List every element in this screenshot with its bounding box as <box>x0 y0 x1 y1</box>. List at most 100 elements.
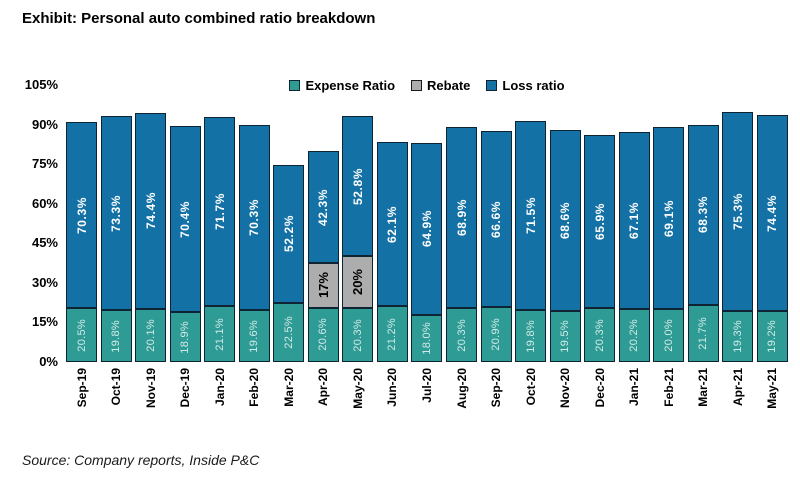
bar-nov-19: 74.4% 20.1% <box>135 85 167 362</box>
legend-item-expense-ratio: Expense Ratio <box>289 78 395 93</box>
bar-aug-20: 68.9% 20.3% <box>446 85 478 362</box>
loss-value-label: 62.1% <box>385 205 400 243</box>
expense-segment-jul-20: 18.0% <box>411 314 443 362</box>
x-tick-dec-20: Dec-20 <box>592 368 607 408</box>
bar-jun-20: 62.1% 21.2% <box>376 85 408 362</box>
loss-segment-aug-20: 68.9% <box>446 126 478 309</box>
legend-label-expense-ratio: Expense Ratio <box>305 77 396 93</box>
expense-value-label: 20.0% <box>662 319 675 352</box>
expense-segment-mar-21: 21.7% <box>687 304 719 362</box>
loss-value-label: 70.3% <box>247 199 262 237</box>
loss-value-label: 52.2% <box>281 215 296 253</box>
loss-value-label: 69.1% <box>661 199 676 237</box>
x-label-slot: Feb-21 <box>653 368 684 444</box>
loss-segment-apr-21: 75.3% <box>722 112 754 312</box>
legend-item-loss-ratio: Loss ratio <box>486 78 565 93</box>
loss-value-label: 68.3% <box>696 196 711 234</box>
loss-value-label: 73.3% <box>109 194 124 232</box>
bar-dec-19: 70.4% 18.9% <box>169 85 201 362</box>
loss-segment-sep-19: 70.3% <box>66 122 97 308</box>
expense-value-label: 20.1% <box>144 319 157 352</box>
y-tick-60: 60% <box>31 195 58 211</box>
bar-oct-19: 73.3% 19.8% <box>100 85 132 362</box>
x-tick-sep-20: Sep-20 <box>489 368 504 408</box>
expense-segment-aug-20: 20.3% <box>446 308 478 362</box>
bar-apr-20: 42.3% 17% 20.6% <box>307 85 339 362</box>
bar-dec-20: 65.9% 20.3% <box>584 85 616 362</box>
x-label-slot: May-20 <box>342 368 373 444</box>
chart-title: Exhibit: Personal auto combined ratio br… <box>22 10 376 27</box>
expense-value-label: 20.3% <box>455 318 468 352</box>
bar-jul-20: 64.9% 18.0% <box>411 85 443 362</box>
legend-label-rebate: Rebate <box>427 77 471 93</box>
x-label-slot: Aug-20 <box>446 368 477 444</box>
loss-segment-dec-20: 65.9% <box>584 134 616 309</box>
bar-may-21: 74.4% 19.2% <box>756 85 788 362</box>
loss-ratio-swatch <box>486 79 498 91</box>
plot-area: 70.3% 20.5% 73.3% 19.8% 74.4% 20.1% 70.4% 18.9%… <box>66 85 788 362</box>
expense-value-label: 18.0% <box>420 321 433 355</box>
loss-value-label: 70.3% <box>74 196 89 234</box>
x-tick-oct-20: Oct-20 <box>523 368 538 406</box>
loss-value-label: 42.3% <box>316 188 331 226</box>
loss-value-label: 74.4% <box>143 192 158 230</box>
loss-segment-sep-20: 66.6% <box>480 131 512 307</box>
x-label-slot: Oct-20 <box>515 368 546 444</box>
expense-segment-dec-19: 18.9% <box>169 312 201 362</box>
x-tick-sep-19: Sep-19 <box>74 368 89 408</box>
y-axis-labels: 105% 90% 75% 60% 45% 30% 15% 0% <box>0 77 58 369</box>
loss-segment-feb-20: 70.3% <box>238 124 270 311</box>
x-label-slot: Jul-20 <box>411 368 442 444</box>
loss-value-label: 68.6% <box>558 201 573 239</box>
expense-value-label: 19.5% <box>559 319 572 353</box>
loss-segment-jan-21: 67.1% <box>618 131 650 309</box>
expense-value-label: 19.3% <box>731 320 744 353</box>
x-label-slot: Dec-19 <box>170 368 201 444</box>
loss-value-label: 66.6% <box>489 200 504 238</box>
x-tick-may-21: May-21 <box>765 368 780 409</box>
bar-oct-20: 71.5% 19.8% <box>515 85 547 362</box>
x-label-slot: Sep-20 <box>481 368 512 444</box>
expense-ratio-swatch <box>289 79 301 91</box>
x-tick-mar-20: Mar-20 <box>281 368 296 407</box>
x-tick-jul-20: Jul-20 <box>419 368 434 403</box>
rebate-value-label: 20% <box>350 269 366 296</box>
loss-segment-oct-19: 73.3% <box>100 116 132 310</box>
loss-value-label: 74.4% <box>765 194 780 232</box>
x-label-slot: Mar-21 <box>688 368 719 444</box>
expense-value-label: 21.2% <box>386 317 399 351</box>
x-tick-nov-20: Nov-20 <box>558 368 573 409</box>
source-note: Source: Company reports, Inside P&C <box>22 452 260 468</box>
expense-segment-sep-20: 20.9% <box>480 306 512 362</box>
loss-segment-apr-20: 42.3% <box>307 151 339 263</box>
x-label-slot: Sep-19 <box>66 368 97 444</box>
x-tick-mar-21: Mar-21 <box>696 368 711 407</box>
bar-mar-20: 52.2% 22.5% <box>273 85 305 362</box>
expense-value-label: 18.9% <box>179 320 192 354</box>
expense-value-label: 21.1% <box>213 317 226 351</box>
x-tick-feb-21: Feb-21 <box>661 368 676 407</box>
x-label-slot: Apr-21 <box>722 368 753 444</box>
bar-mar-21: 68.3% 21.7% <box>687 85 719 362</box>
x-tick-dec-19: Dec-19 <box>178 368 193 408</box>
loss-value-label: 65.9% <box>592 203 607 241</box>
expense-segment-oct-20: 19.8% <box>515 309 547 362</box>
expense-segment-sep-19: 20.5% <box>66 307 97 362</box>
loss-value-label: 68.9% <box>454 199 469 237</box>
expense-value-label: 19.8% <box>524 319 537 353</box>
bar-jan-20: 71.7% 21.1% <box>204 85 236 362</box>
expense-segment-nov-20: 19.5% <box>549 310 581 362</box>
expense-segment-jun-20: 21.2% <box>376 306 408 362</box>
loss-segment-may-20: 52.8% <box>342 116 374 256</box>
expense-segment-jan-21: 20.2% <box>618 308 650 362</box>
expense-value-label: 20.6% <box>317 318 330 352</box>
expense-segment-may-20: 20.3% <box>342 308 374 362</box>
rebate-segment-apr-20: 17% <box>307 262 339 308</box>
x-tick-nov-19: Nov-19 <box>143 368 158 409</box>
bar-feb-21: 69.1% 20.0% <box>653 85 685 362</box>
legend: Expense Ratio Rebate Loss ratio <box>66 76 788 94</box>
expense-value-label: 20.9% <box>490 318 503 351</box>
expense-segment-jan-20: 21.1% <box>204 306 236 362</box>
expense-segment-nov-19: 20.1% <box>135 308 167 362</box>
